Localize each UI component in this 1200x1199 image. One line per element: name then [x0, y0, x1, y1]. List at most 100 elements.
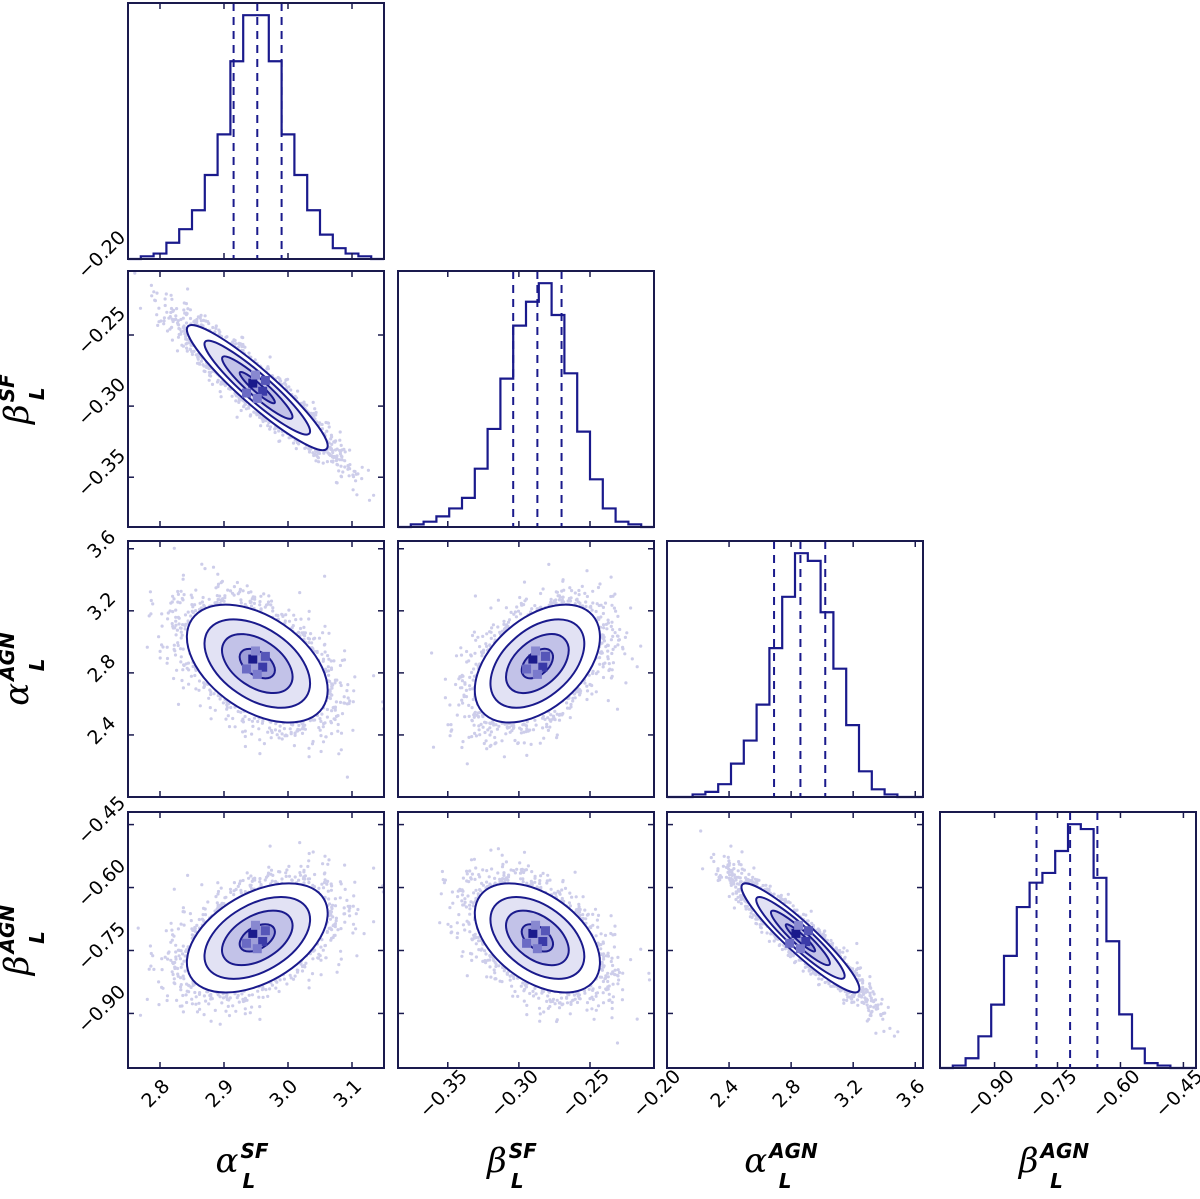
density-cell-0: [528, 654, 538, 664]
panel-frame-1-0: [127, 270, 385, 528]
x-tick-label: −0.25: [557, 1065, 614, 1122]
x-tick-label: 2.8: [768, 1075, 805, 1112]
x-tick-label: 3.1: [329, 1075, 366, 1112]
panel-frame-0-0: [127, 2, 385, 260]
density-cell-1: [258, 937, 268, 947]
y-axis-label-3: βAGN L: [0, 905, 49, 978]
density-cell-1: [258, 386, 268, 396]
panel-frame-3-3: [939, 811, 1197, 1069]
density-cell-4: [532, 944, 542, 954]
density-cell-2: [785, 938, 795, 948]
y-axis-label-1: βSF L: [0, 374, 49, 426]
x-tick-label: 2.8: [137, 1075, 174, 1112]
scatter-panel-3-2: [666, 811, 924, 1069]
density-cell-4: [252, 393, 262, 403]
density-cell-4: [532, 669, 542, 679]
x-tick-label: 2.4: [706, 1075, 743, 1112]
density-cell-0: [248, 928, 258, 938]
x-tick-label: 2.9: [201, 1075, 238, 1112]
x-tick-label: −0.60: [1088, 1065, 1145, 1122]
density-cell-0: [248, 654, 258, 664]
density-cell-3: [260, 651, 270, 661]
histogram-panel-2: [666, 540, 924, 799]
density-cell-1: [801, 937, 811, 947]
density-cell-1: [538, 662, 548, 672]
density-cell-2: [241, 664, 251, 674]
density-cell-5: [250, 920, 260, 930]
density-cell-3: [260, 926, 270, 936]
x-tick-label: 3.6: [893, 1075, 930, 1112]
density-cell-0: [248, 378, 258, 388]
density-cell-1: [538, 937, 548, 947]
x-tick-label: −0.20: [629, 1065, 686, 1122]
density-cell-3: [260, 375, 270, 385]
panel-frame-3-2: [666, 811, 924, 1069]
y-tick-label: 2.8: [83, 650, 120, 687]
density-cell-4: [795, 944, 805, 954]
y-tick-label: 3.6: [83, 526, 120, 563]
y-tick-label: −0.20: [73, 226, 130, 283]
density-cell-2: [241, 938, 251, 948]
density-cell-2: [522, 664, 532, 674]
density-cell-4: [252, 669, 262, 679]
scatter-panel-3-1: [397, 811, 655, 1069]
density-cell-2: [522, 938, 532, 948]
density-cell-5: [531, 646, 541, 656]
y-tick-label: 2.4: [83, 712, 120, 749]
y-tick-label: −0.35: [73, 445, 130, 502]
x-tick-label: −0.90: [962, 1065, 1019, 1122]
density-cell-0: [528, 928, 538, 938]
histogram-step-line-0: [128, 14, 384, 261]
scatter-panel-3-0: [127, 811, 385, 1069]
panel-frame-2-0: [127, 540, 385, 798]
y-tick-label: −0.90: [73, 981, 130, 1038]
panel-frame-3-1: [397, 811, 655, 1069]
scatter-panel-2-0: [127, 540, 385, 798]
y-tick-label: −0.25: [73, 302, 130, 359]
density-cell-2: [241, 388, 251, 398]
x-tick-label: −0.30: [486, 1065, 543, 1122]
y-axis-label-2: αAGN L: [0, 632, 49, 706]
y-tick-label: 3.2: [83, 588, 120, 625]
scatter-panel-2-1: [397, 540, 655, 798]
y-tick-label: −0.60: [73, 855, 130, 912]
y-tick-label: −0.30: [73, 374, 130, 431]
density-cell-0: [791, 928, 801, 938]
x-axis-label-2: α AGN L: [744, 1139, 818, 1193]
x-axis-label-1: β SF L: [485, 1139, 537, 1193]
histogram-panel-1: [397, 270, 655, 529]
y-tick-label: −0.75: [73, 918, 130, 975]
density-cell-3: [804, 926, 814, 936]
density-cell-1: [258, 662, 268, 672]
histogram-step-line-2: [667, 552, 923, 799]
panel-frame-2-1: [397, 540, 655, 798]
panel-frame-2-2: [666, 540, 924, 798]
x-tick-label: −0.35: [415, 1065, 472, 1122]
x-tick-label: 3.0: [265, 1075, 302, 1112]
scatter-panel-1-0: [127, 270, 385, 528]
x-tick-label: 3.2: [830, 1075, 867, 1112]
histogram-step-line-1: [398, 282, 654, 529]
density-cell-3: [540, 926, 550, 936]
panel-frame-3-0: [127, 811, 385, 1069]
density-cell-5: [250, 370, 260, 380]
density-cell-5: [250, 646, 260, 656]
x-axis-label-0: α SF L: [215, 1139, 268, 1193]
density-cell-3: [540, 651, 550, 661]
density-cell-4: [252, 944, 262, 954]
x-tick-label: −0.75: [1025, 1065, 1082, 1122]
panel-frame-1-1: [397, 270, 655, 528]
histogram-panel-3: [939, 811, 1197, 1070]
density-cell-5: [531, 920, 541, 930]
density-cell-5: [794, 920, 804, 930]
x-axis-label-3: β AGN L: [1017, 1139, 1090, 1193]
histogram-panel-0: [127, 2, 385, 261]
x-tick-label: −0.45: [1151, 1065, 1200, 1122]
